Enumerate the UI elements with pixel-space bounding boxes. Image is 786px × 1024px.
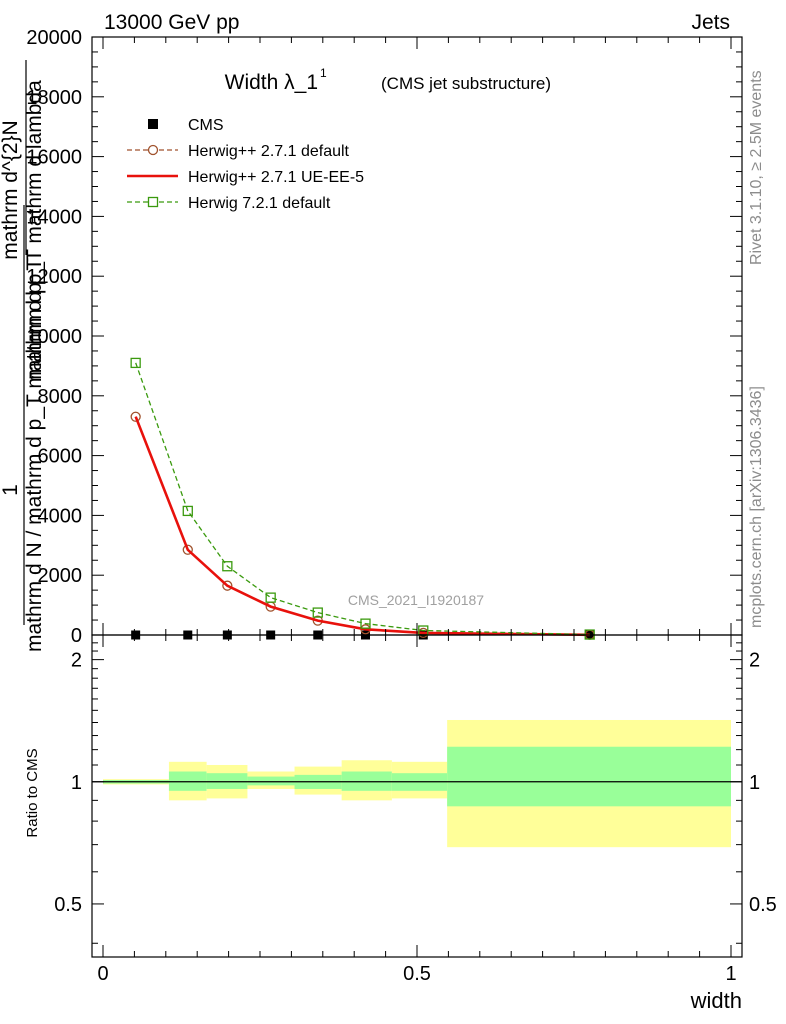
data-point-3-5	[360, 618, 371, 629]
title-subtitle: (CMS jet substructure)	[381, 74, 551, 93]
x-tick-label-0: 0	[97, 963, 108, 985]
ratio-panel: 0.5 0.5 1 1 2 2 0 0.5 1	[54, 634, 777, 985]
data-point-3-2	[222, 561, 233, 572]
data-point-1-1	[182, 544, 193, 555]
series-line-2	[134, 416, 590, 637]
main-y-tick-label-7: 14000	[26, 206, 82, 228]
legend-item-3: Herwig 7.2.1 default	[127, 195, 331, 212]
main-y-tick-label-4: 8000	[38, 386, 83, 408]
main-panel: CMS_2021_I1920187 Width λ_1 1 (CMS jet s…	[26, 27, 743, 647]
main-y-tick-label-2: 4000	[38, 505, 83, 527]
ylabel-denominator: mathrm d N / mathrm d p_T mathrm d p_T	[23, 258, 46, 652]
main-y-tick-label-5: 10000	[26, 326, 82, 348]
x-axis-label: width	[690, 988, 742, 1013]
ratio-band-stat-1	[168, 771, 207, 791]
ratio-y-tick-label-2: 2	[71, 650, 82, 672]
y-axis-label-ratio: Ratio to CMS	[24, 748, 41, 837]
main-y-tick-label-10: 20000	[26, 27, 82, 49]
data-point-3-0	[130, 357, 141, 369]
ylabel-frac-num: mathrm d^{2}N	[0, 120, 22, 259]
main-axes: 0 2000 4000 6000 8000 10000 12000 14000 16000 180…	[26, 27, 743, 647]
legend-label-1: Herwig++ 2.7.1 default	[188, 143, 350, 160]
legend-marker-3	[147, 196, 159, 208]
ratio-band-stat-3	[247, 776, 295, 786]
legend-marker-1	[147, 144, 159, 156]
legend: CMS Herwig++ 2.7.1 default Herwig++ 2.7.1 …	[127, 117, 364, 212]
legend-item-0: CMS	[148, 117, 224, 134]
data-point-3-4	[312, 607, 323, 618]
ratio-y-tick-label-0: 0.5	[54, 894, 82, 916]
data-point-1-2	[222, 580, 233, 591]
main-y-tick-label-9: 18000	[26, 87, 82, 109]
mcplots-label: mcplots.cern.ch [arXiv:1306.3436]	[748, 386, 765, 628]
legend-label-0: CMS	[188, 117, 224, 134]
title-superscript: 1	[320, 66, 327, 80]
ratio-y-tick-label-right-0: 0.5	[749, 894, 777, 916]
title-main: Width λ_1	[225, 71, 318, 94]
rivet-label: Rivet 3.1.10, ≥ 2.5M events	[748, 70, 765, 265]
data-point-3-1	[182, 505, 193, 517]
ratio-plot-content	[92, 719, 742, 848]
legend-item-1: Herwig++ 2.7.1 default	[127, 143, 350, 160]
data-point-1-0	[130, 411, 141, 422]
ratio-axes: 0.5 0.5 1 1 2 2 0 0.5 1	[54, 634, 777, 985]
ratio-band-stat-5	[341, 771, 392, 791]
legend-marker-0	[148, 119, 158, 129]
main-y-tick-label-8: 16000	[26, 147, 82, 169]
watermark-label: CMS_2021_I1920187	[348, 592, 484, 608]
y-axis-label-main: 1 mathrm d N / mathrm d p_T mathrm d p_T…	[0, 60, 46, 652]
ratio-band-stat-2	[206, 773, 248, 789]
legend-item-2: Herwig++ 2.7.1 UE-EE-5	[127, 169, 364, 186]
ratio-band-stat-7	[447, 746, 731, 807]
legend-label-3: Herwig 7.2.1 default	[188, 195, 331, 212]
main-y-tick-label-0: 0	[71, 625, 82, 647]
header-left: 13000 GeV pp	[104, 11, 239, 34]
ratio-y-tick-label-right-1: 1	[749, 772, 760, 794]
series-line-3	[135, 362, 590, 636]
main-y-tick-label-1: 2000	[38, 565, 83, 587]
legend-label-2: Herwig++ 2.7.1 UE-EE-5	[188, 169, 364, 186]
ylabel-numerator: 1	[0, 484, 22, 496]
x-tick-label-2: 1	[725, 963, 736, 985]
main-y-tick-label-3: 6000	[38, 446, 83, 468]
header-right: Jets	[691, 11, 730, 34]
x-tick-label-1: 0.5	[403, 963, 431, 985]
ylabel-frac-den: mathrm d p_T mathrm d lambda	[23, 80, 46, 380]
plot-title: Width λ_1 1 (CMS jet substructure)	[225, 66, 551, 94]
ratio-y-tick-label-right-2: 2	[749, 650, 760, 672]
ratio-y-tick-label-1: 1	[71, 772, 82, 794]
data-point-3-3	[265, 592, 276, 603]
main-y-tick-label-6: 12000	[26, 266, 82, 288]
